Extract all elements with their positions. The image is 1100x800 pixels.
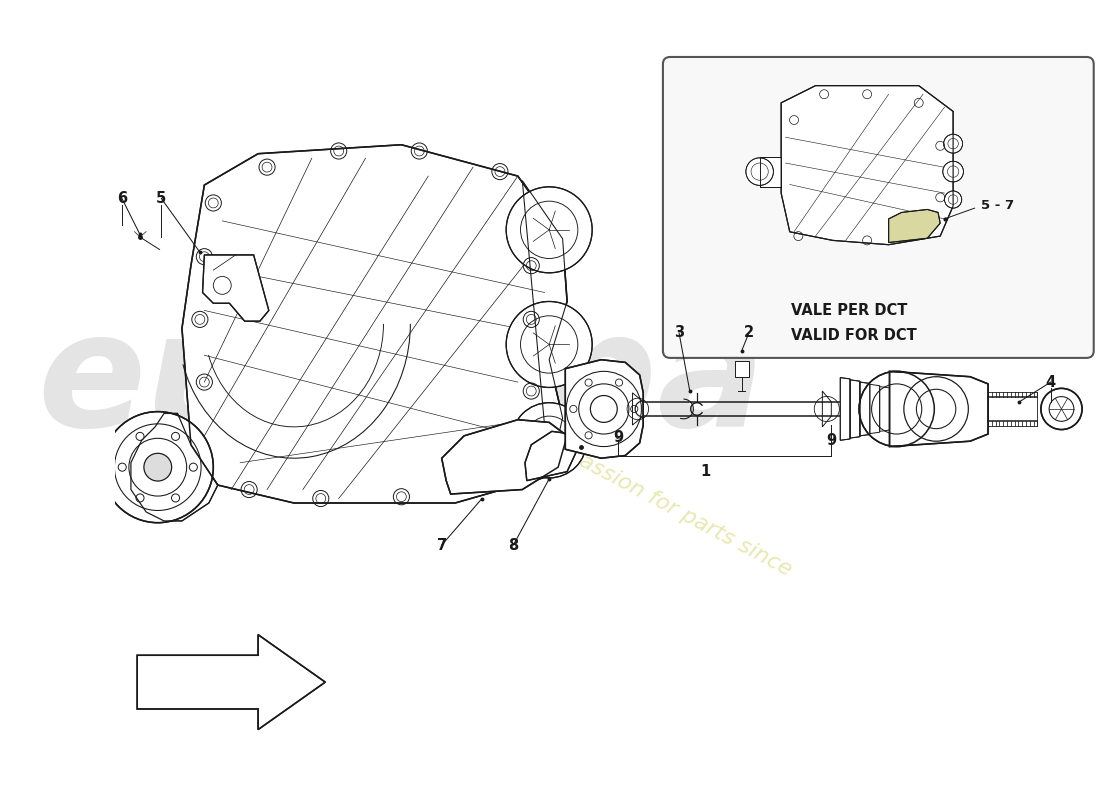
Text: 9: 9 <box>613 430 624 445</box>
Text: 1: 1 <box>701 464 711 479</box>
FancyBboxPatch shape <box>663 57 1093 358</box>
Circle shape <box>943 162 964 182</box>
Circle shape <box>506 302 592 387</box>
Circle shape <box>506 187 592 273</box>
Text: 5: 5 <box>156 191 166 206</box>
Polygon shape <box>760 157 781 186</box>
Polygon shape <box>442 420 568 494</box>
Polygon shape <box>889 210 940 242</box>
Circle shape <box>944 134 962 153</box>
Circle shape <box>746 158 773 186</box>
Text: 9: 9 <box>826 433 836 448</box>
Text: 8: 8 <box>508 538 518 553</box>
Polygon shape <box>781 86 953 245</box>
Text: a passion for parts since: a passion for parts since <box>544 434 795 580</box>
Polygon shape <box>850 380 860 438</box>
Polygon shape <box>840 378 850 440</box>
Circle shape <box>1041 388 1082 430</box>
Text: VALE PER DCT: VALE PER DCT <box>791 303 908 318</box>
Text: 2: 2 <box>744 326 754 340</box>
Text: 5 - 7: 5 - 7 <box>981 198 1014 212</box>
Polygon shape <box>735 361 749 377</box>
Circle shape <box>512 402 586 478</box>
Polygon shape <box>565 360 643 458</box>
Polygon shape <box>525 431 579 481</box>
Polygon shape <box>890 371 988 446</box>
Polygon shape <box>202 255 268 321</box>
Polygon shape <box>870 384 880 434</box>
Text: 4: 4 <box>1046 374 1056 390</box>
Circle shape <box>945 191 961 208</box>
Polygon shape <box>860 382 870 436</box>
Text: 3: 3 <box>674 326 684 340</box>
Circle shape <box>859 371 934 446</box>
Circle shape <box>144 454 172 481</box>
Polygon shape <box>880 386 890 431</box>
Polygon shape <box>182 145 568 503</box>
Polygon shape <box>138 634 326 730</box>
Circle shape <box>102 412 213 522</box>
Text: 6: 6 <box>117 191 126 206</box>
Text: eurospa: eurospa <box>37 305 766 459</box>
Text: VALID FOR DCT: VALID FOR DCT <box>791 328 916 343</box>
Circle shape <box>904 377 968 441</box>
Polygon shape <box>131 414 218 521</box>
Text: 7: 7 <box>437 538 447 553</box>
